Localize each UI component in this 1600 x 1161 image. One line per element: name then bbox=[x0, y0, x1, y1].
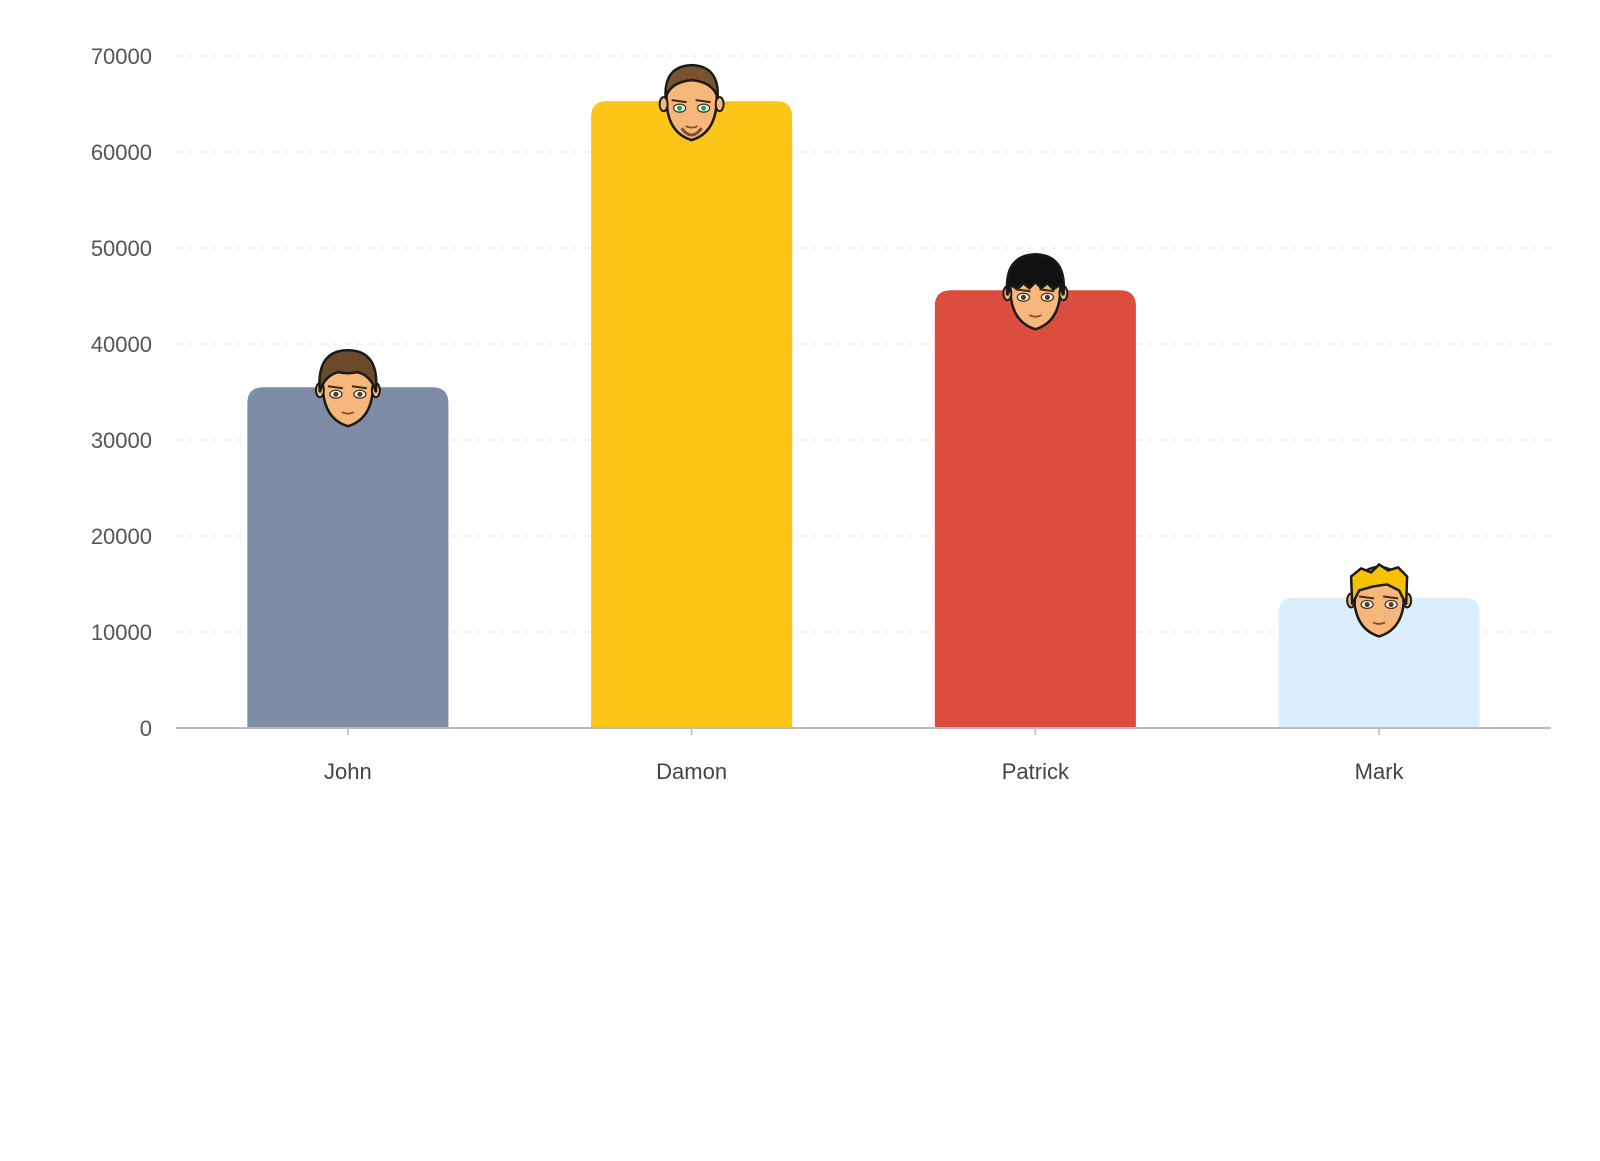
avatar-pupil bbox=[333, 391, 339, 397]
avatar-brown-hair-icon bbox=[314, 348, 381, 428]
avatar-ear bbox=[714, 96, 725, 113]
x-axis-labels: John Damon Patrick Mark bbox=[324, 759, 1405, 784]
avatar-brow bbox=[1382, 595, 1399, 600]
avatar-mouth bbox=[341, 411, 355, 415]
bars bbox=[247, 101, 1480, 729]
avatar-brow bbox=[695, 99, 711, 104]
avatar-pupil bbox=[701, 105, 707, 111]
y-tick-label: 0 bbox=[140, 716, 152, 741]
avatar-ear bbox=[658, 96, 669, 113]
y-tick-label: 70000 bbox=[91, 44, 152, 69]
avatar-beard bbox=[680, 127, 703, 137]
y-tick-label: 50000 bbox=[91, 236, 152, 261]
y-tick-label: 40000 bbox=[91, 332, 152, 357]
avatar-mouth bbox=[1372, 621, 1386, 625]
avatar-pupil bbox=[1044, 294, 1050, 300]
y-tick-label: 10000 bbox=[91, 620, 152, 645]
bar-damon bbox=[591, 101, 793, 729]
x-tick-label: Mark bbox=[1355, 759, 1405, 784]
avatar-hair bbox=[1005, 252, 1066, 296]
y-axis: 0 10000 20000 30000 40000 50000 60000 70000 bbox=[91, 44, 152, 741]
avatars bbox=[314, 63, 1413, 638]
avatar-brow bbox=[671, 99, 687, 104]
avatar-brow bbox=[351, 385, 368, 390]
x-tick-label: Patrick bbox=[1002, 759, 1070, 784]
avatar-pupil bbox=[1364, 601, 1370, 608]
avatar-pupil bbox=[677, 105, 683, 111]
bar-john bbox=[247, 387, 449, 728]
x-axis bbox=[176, 727, 1551, 735]
avatar-hair bbox=[664, 63, 719, 99]
bar-mark bbox=[1278, 597, 1480, 728]
avatar-pupil bbox=[357, 391, 363, 397]
x-tick-label: John bbox=[324, 759, 372, 784]
avatar-blond-hair-icon bbox=[1346, 562, 1413, 638]
avatar-brow bbox=[327, 385, 344, 390]
avatar-mouth bbox=[1028, 314, 1042, 318]
bar-patrick bbox=[934, 290, 1136, 728]
avatar-bearded-icon bbox=[658, 63, 725, 142]
y-tick-label: 60000 bbox=[91, 140, 152, 165]
avatar-brow bbox=[1039, 288, 1055, 293]
avatar-black-hair-icon bbox=[1002, 252, 1069, 331]
avatar-mouth bbox=[685, 125, 699, 129]
avatar-hair bbox=[1349, 562, 1409, 605]
avatar-brow bbox=[1358, 595, 1375, 600]
y-tick-label: 20000 bbox=[91, 524, 152, 549]
avatar-hair bbox=[318, 348, 378, 393]
avatar-pupil bbox=[1388, 601, 1394, 608]
avatar-pupil bbox=[1020, 294, 1026, 300]
avatar-brow bbox=[1015, 288, 1031, 293]
x-tick-label: Damon bbox=[656, 759, 727, 784]
y-tick-label: 30000 bbox=[91, 428, 152, 453]
